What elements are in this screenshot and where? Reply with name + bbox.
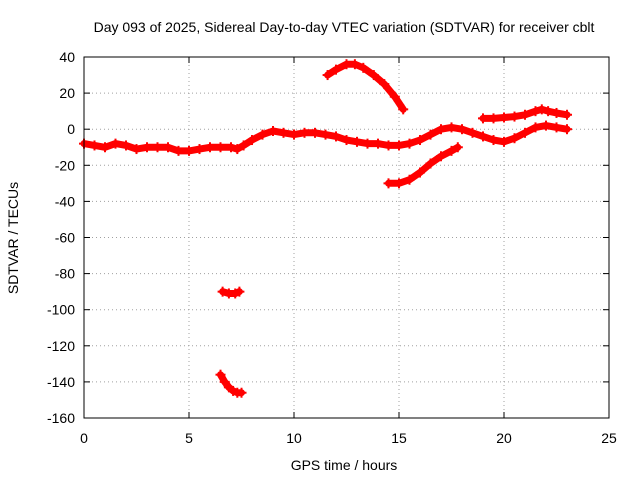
y-axis-label: SDTVAR / TECUs	[5, 182, 21, 294]
y-tick-label: 40	[59, 49, 75, 65]
y-tick-label: -100	[47, 302, 75, 318]
x-axis-label: GPS time / hours	[291, 457, 398, 473]
y-tick-label: -160	[47, 410, 75, 426]
x-tick-label: 0	[80, 430, 88, 446]
data-series	[79, 59, 572, 398]
x-tick-label: 15	[391, 430, 407, 446]
axis-ticks: -160 -140 -120 -100 -80 -60 -40 -20 0 20 40 0 5 10 15 2…	[47, 49, 617, 446]
chart-title: Day 093 of 2025, Sidereal Day-to-day VTE…	[94, 19, 595, 35]
y-tick-label: 0	[67, 121, 75, 137]
y-tick-label: -60	[55, 230, 75, 246]
y-tick-label: -20	[55, 157, 75, 173]
y-tick-label: -140	[47, 374, 75, 390]
y-tick-label: -120	[47, 338, 75, 354]
y-tick-label: 20	[59, 85, 75, 101]
x-tick-label: 5	[185, 430, 193, 446]
x-tick-label: 20	[496, 430, 512, 446]
chart: Day 093 of 2025, Sidereal Day-to-day VTE…	[0, 0, 640, 480]
x-tick-label: 10	[286, 430, 302, 446]
y-tick-label: -40	[55, 193, 75, 209]
x-tick-label: 25	[601, 430, 617, 446]
series-upper-arc	[328, 64, 404, 109]
y-tick-label: -80	[55, 266, 75, 282]
